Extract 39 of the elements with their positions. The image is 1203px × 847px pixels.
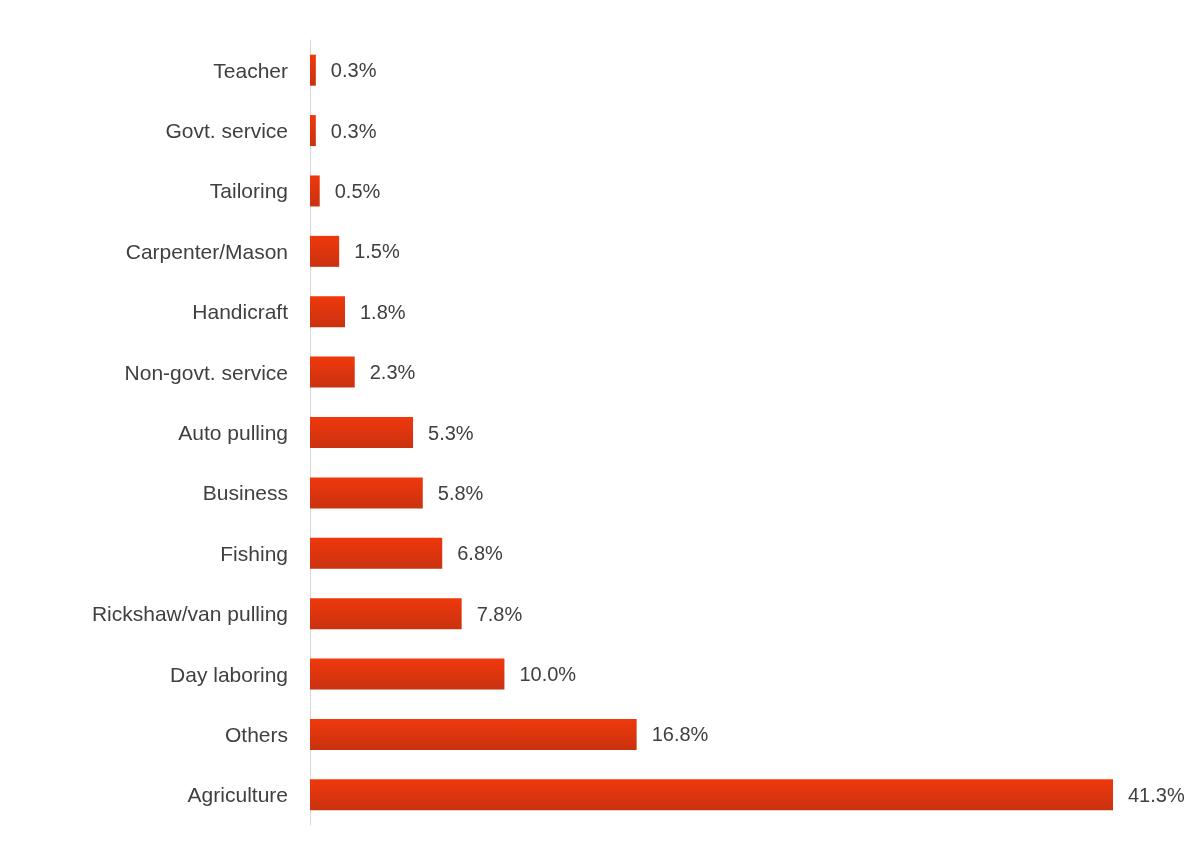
data-label: 41.3% (1128, 783, 1185, 806)
bar (310, 115, 316, 147)
y-tick-label: Teacher (213, 58, 288, 82)
data-label: 7.8% (476, 602, 523, 625)
bar (310, 477, 423, 509)
bar (310, 598, 462, 630)
y-tick-label: Carpenter/Mason (125, 239, 288, 263)
y-tick-label: Handicraft (192, 300, 289, 324)
data-label: 0.3% (330, 119, 377, 142)
data-label: 5.3% (428, 421, 474, 444)
y-tick-label: Rickshaw/van pulling (91, 602, 288, 626)
y-tick-label: Fishing (220, 541, 288, 565)
y-tick-label: Non-govt. service (124, 360, 288, 384)
bar (310, 537, 443, 569)
bar (310, 235, 340, 267)
data-label: 16.8% (651, 723, 709, 746)
bar (310, 54, 316, 86)
bar (310, 175, 320, 207)
data-label: 10.0% (519, 663, 577, 686)
y-tick-label: Tailoring (209, 179, 288, 203)
y-tick-label: Agriculture (187, 783, 288, 807)
bar (310, 658, 505, 690)
y-tick-label: Others (224, 722, 288, 746)
data-label: 1.5% (354, 240, 400, 263)
bar (310, 718, 637, 750)
bar (310, 356, 355, 388)
data-label: 6.8% (457, 542, 504, 565)
y-tick-label: Day laboring (170, 662, 288, 686)
bar (310, 296, 345, 328)
data-label: 0.5% (334, 179, 381, 202)
data-label: 5.8% (437, 481, 484, 504)
data-label: 2.3% (369, 361, 416, 384)
bar (310, 417, 414, 448)
y-tick-label: Business (202, 481, 288, 505)
y-tick-label: Auto pulling (178, 421, 288, 444)
bar (310, 779, 1113, 811)
y-tick-label: Govt. service (165, 119, 288, 143)
data-label: 1.8% (360, 300, 406, 323)
data-label: 0.3% (330, 59, 377, 82)
